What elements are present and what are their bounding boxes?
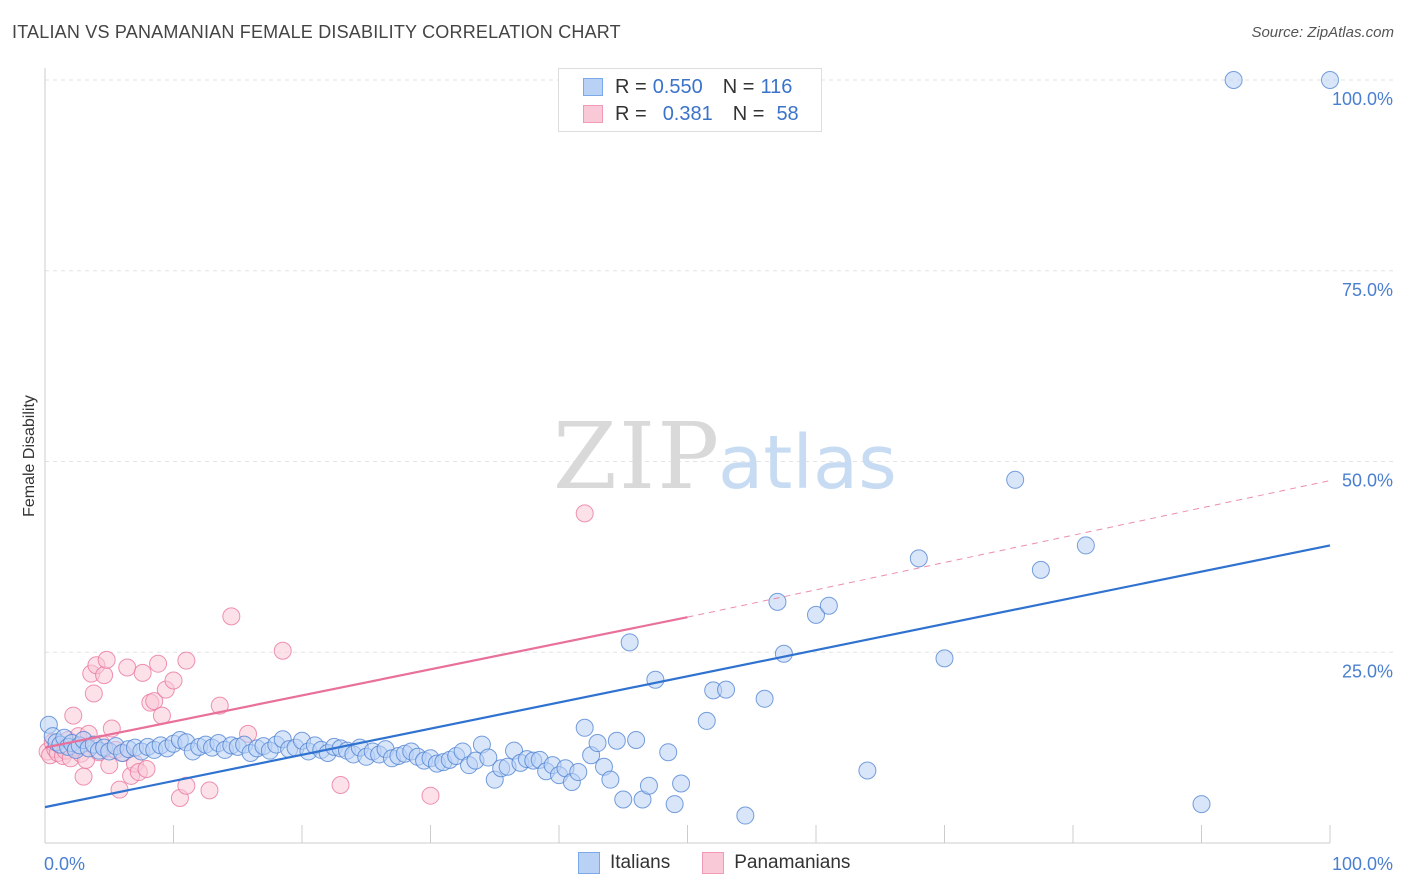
italians-trend-line <box>44 544 1331 809</box>
panamanians-point-51 <box>575 504 594 523</box>
panamanians-point-50 <box>421 786 440 805</box>
legend-swatch-panamanians <box>583 105 603 123</box>
legend-row-panamanians: R = 0.381 N = 58 <box>583 101 819 127</box>
legend-n-value: 58 <box>776 102 799 125</box>
panamanians-point-27 <box>110 780 129 799</box>
italians-point-94 <box>614 790 633 809</box>
x-tick-label-1: 100.0% <box>1332 854 1393 874</box>
panamanians-point-36 <box>145 692 164 711</box>
panamanians-point-38 <box>152 706 171 725</box>
italians-point-102 <box>672 774 691 793</box>
italians-point-110 <box>807 605 825 624</box>
italians-point-98 <box>639 776 658 795</box>
panamanians-point-49 <box>331 776 350 795</box>
chart-source: Source: ZipAtlas.com <box>1251 24 1394 41</box>
italians-point-88 <box>575 718 594 737</box>
watermark: ZIP atlas <box>553 403 897 510</box>
trend-lines <box>44 480 1331 809</box>
italians-point-112 <box>858 761 877 780</box>
italians-point-106 <box>736 806 755 825</box>
italians-point-95 <box>620 633 639 652</box>
y-tick-label-3: 100.0% <box>1332 89 1393 109</box>
italians-point-111 <box>819 596 838 615</box>
italians-point-96 <box>627 730 646 749</box>
legend-r-value: 0.550 <box>652 75 703 98</box>
italians-point-115 <box>1006 470 1025 489</box>
legend-swatch-italians <box>583 78 603 96</box>
legend-r-value: 0.381 <box>662 102 713 125</box>
panamanians-point-23 <box>97 650 116 669</box>
legend: R = 0.550 N = 116 R = 0.381 N = 58 <box>558 68 822 132</box>
italians-point-114 <box>935 649 954 668</box>
panamanians-point-14 <box>74 767 93 786</box>
bottom-legend: Italians Panamanians <box>578 852 882 874</box>
bottom-legend-italians: Italians <box>578 852 670 874</box>
italians-point-101 <box>665 795 684 814</box>
legend-r-label: R = <box>615 75 647 98</box>
italians-point-117 <box>1076 536 1095 555</box>
watermark-atlas: atlas <box>718 420 897 506</box>
italians-point-100 <box>659 743 678 762</box>
y-tick-label-0: 25.0% <box>1342 661 1393 681</box>
chart-title: ITALIAN VS PANAMANIAN FEMALE DISABILITY … <box>12 22 621 42</box>
italians-point-92 <box>601 770 620 789</box>
panamanians-point-46 <box>222 607 241 626</box>
legend-r-label: R = <box>615 102 647 125</box>
legend-n-label: N = <box>722 75 755 98</box>
panamanians-point-40 <box>164 671 183 690</box>
bottom-legend-label-italians: Italians <box>610 852 671 873</box>
italians-point-87 <box>569 763 588 782</box>
bottom-legend-swatch-italians <box>578 852 600 874</box>
panamanians-point-33 <box>133 663 152 682</box>
panamanians-point-29 <box>118 658 137 677</box>
watermark-zip: ZIP <box>553 403 721 510</box>
x-tick-label-0: 0.0% <box>44 854 85 874</box>
panamanians-point-10 <box>64 706 83 725</box>
italians-point-113 <box>909 549 928 568</box>
axes <box>44 68 1331 844</box>
y-tick-label-1: 50.0% <box>1342 471 1393 491</box>
italians-point-93 <box>607 731 626 750</box>
legend-n-value: 116 <box>760 75 793 98</box>
panamanians-point-43 <box>177 651 196 670</box>
panamanians-point-34 <box>137 759 156 778</box>
italians-point-120 <box>1321 71 1339 89</box>
italians-point-116 <box>1031 560 1050 579</box>
legend-n-label: N = <box>732 102 765 125</box>
panamanians-point-37 <box>149 654 168 673</box>
italians-point-105 <box>717 680 736 699</box>
legend-row-italians: R = 0.550 N = 116 <box>583 74 812 100</box>
series-italians-points <box>39 71 1339 825</box>
panamanians-point-45 <box>210 696 229 715</box>
italians-point-119 <box>1224 71 1243 89</box>
italians-point-99 <box>646 670 665 689</box>
panamanians-point-48 <box>273 641 292 660</box>
bottom-legend-label-panamanians: Panamanians <box>734 852 851 873</box>
panamanians-point-44 <box>200 781 219 800</box>
italians-point-90 <box>588 734 607 753</box>
italians-point-107 <box>755 689 774 708</box>
panamanians-point-22 <box>95 666 114 685</box>
panamanians-trend-line <box>44 616 688 749</box>
italians-point-109 <box>774 644 793 663</box>
y-axis-label: Female Disability <box>21 395 38 517</box>
y-tick-label-2: 75.0% <box>1342 280 1393 300</box>
italians-point-108 <box>768 592 787 611</box>
bottom-legend-panamanians: Panamanians <box>702 852 850 874</box>
grid-lines <box>45 79 1394 653</box>
bottom-legend-swatch-panamanians <box>702 852 725 874</box>
panamanians-point-18 <box>84 684 103 703</box>
italians-point-118 <box>1192 795 1211 814</box>
italians-point-73 <box>479 748 498 767</box>
italians-point-103 <box>697 711 716 730</box>
tick-labels: 25.0% 50.0% 75.0% 100.0% 0.0% 100.0% <box>44 89 1393 874</box>
